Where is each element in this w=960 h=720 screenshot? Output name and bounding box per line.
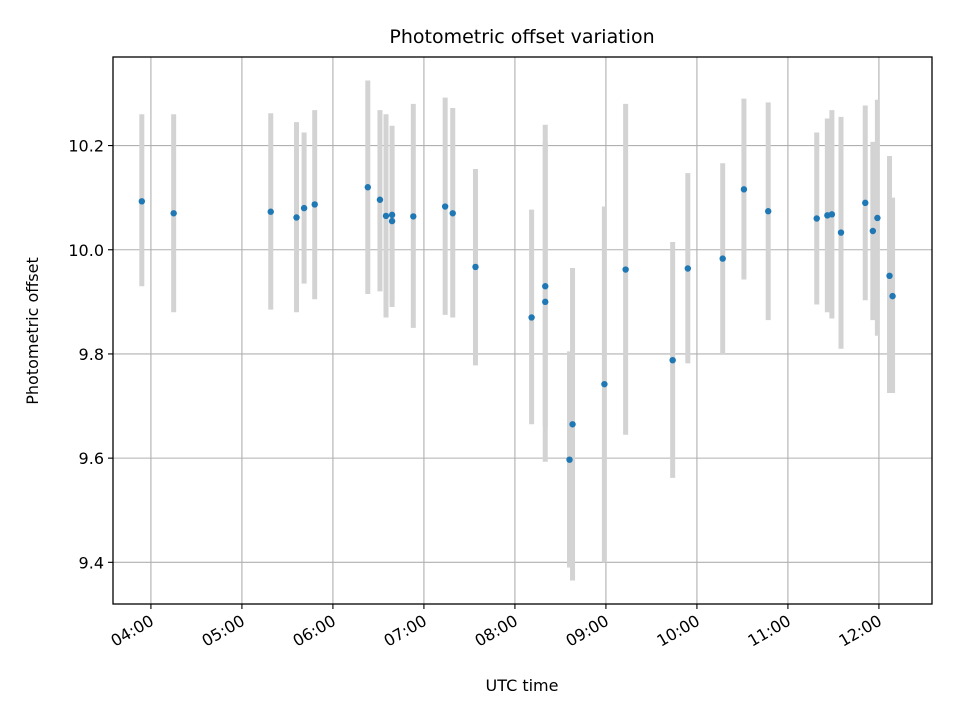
chart-title: Photometric offset variation <box>389 26 654 48</box>
data-point <box>528 314 535 321</box>
error-bars <box>139 80 896 581</box>
data-point <box>388 211 396 219</box>
data-point <box>862 199 869 207</box>
x-tick-label: 08:00 <box>471 611 520 651</box>
data-point <box>889 292 896 300</box>
data-point <box>869 227 877 235</box>
y-tick-label: 9.6 <box>79 449 104 468</box>
data-point <box>170 210 177 217</box>
plot-frame <box>112 56 933 605</box>
grid-lines <box>113 57 932 604</box>
x-tick-label: 09:00 <box>562 611 611 651</box>
y-tick-label: 9.4 <box>79 553 104 572</box>
data-point <box>300 204 308 212</box>
data-point <box>364 184 371 191</box>
data-point <box>293 214 300 221</box>
data-point <box>622 266 629 273</box>
data-point <box>601 380 608 388</box>
x-axis-ticks: 04:00 05:00 06:00 07:00 08:00 09:00 10:00 11:00… <box>107 604 885 651</box>
y-axis-label: Photometric offset <box>23 257 42 405</box>
y-axis-ticks: 9.4 9.6 9.8 10.0 10.2 <box>68 137 113 572</box>
data-point <box>382 212 390 220</box>
y-tick-label: 9.8 <box>79 345 104 364</box>
x-tick-label: 06:00 <box>289 611 338 651</box>
data-point <box>542 283 549 290</box>
data-point <box>569 421 576 428</box>
x-tick-label: 05:00 <box>198 611 247 651</box>
data-point <box>719 255 726 262</box>
data-point <box>740 186 748 193</box>
data-point <box>684 265 692 272</box>
data-point <box>886 272 893 279</box>
x-tick-label: 10:00 <box>653 611 702 651</box>
data-point <box>765 208 772 215</box>
data-point <box>410 213 417 220</box>
data-point <box>566 456 573 463</box>
data-point <box>874 214 881 222</box>
data-point <box>837 229 845 236</box>
data-point <box>311 201 318 208</box>
data-point <box>828 211 836 218</box>
data-point <box>669 356 676 364</box>
x-tick-label: 11:00 <box>744 611 793 651</box>
x-tick-label: 04:00 <box>107 611 156 651</box>
data-point <box>138 198 146 205</box>
data-point <box>376 196 384 203</box>
data-point <box>267 208 274 215</box>
x-axis-label: UTC time <box>486 676 559 695</box>
data-point <box>542 298 549 306</box>
x-tick-label: 07:00 <box>380 611 429 651</box>
data-point <box>472 263 479 271</box>
x-tick-label: 12:00 <box>835 611 884 651</box>
data-point <box>441 203 449 210</box>
data-points <box>138 184 896 463</box>
data-point <box>388 217 396 225</box>
y-tick-label: 10.0 <box>68 241 104 260</box>
y-tick-label: 10.2 <box>68 137 104 156</box>
data-point <box>449 210 456 217</box>
data-point <box>813 215 820 222</box>
